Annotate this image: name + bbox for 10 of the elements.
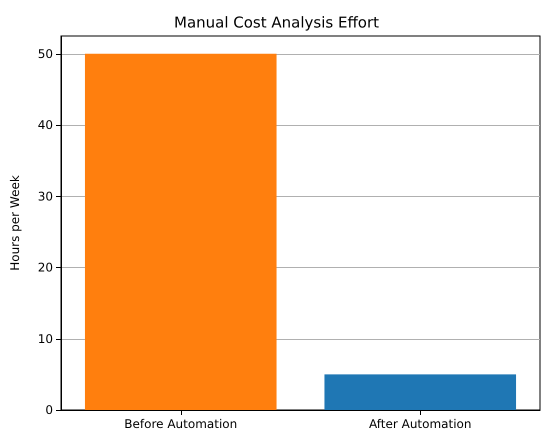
y-tick-label: 30 bbox=[38, 189, 53, 204]
y-tick-label: 50 bbox=[38, 46, 53, 61]
y-tick-label: 10 bbox=[38, 332, 53, 346]
x-tick-label: Before Automation bbox=[124, 417, 238, 431]
y-tick-label: 40 bbox=[38, 118, 53, 132]
y-tick-label: 20 bbox=[38, 260, 53, 275]
x-tick-label: After Automation bbox=[368, 417, 472, 431]
y-tick-label: 0 bbox=[45, 403, 53, 417]
chart-title: Manual Cost Analysis Effort bbox=[174, 14, 380, 32]
y-axis-title: Hours per Week bbox=[8, 175, 22, 271]
